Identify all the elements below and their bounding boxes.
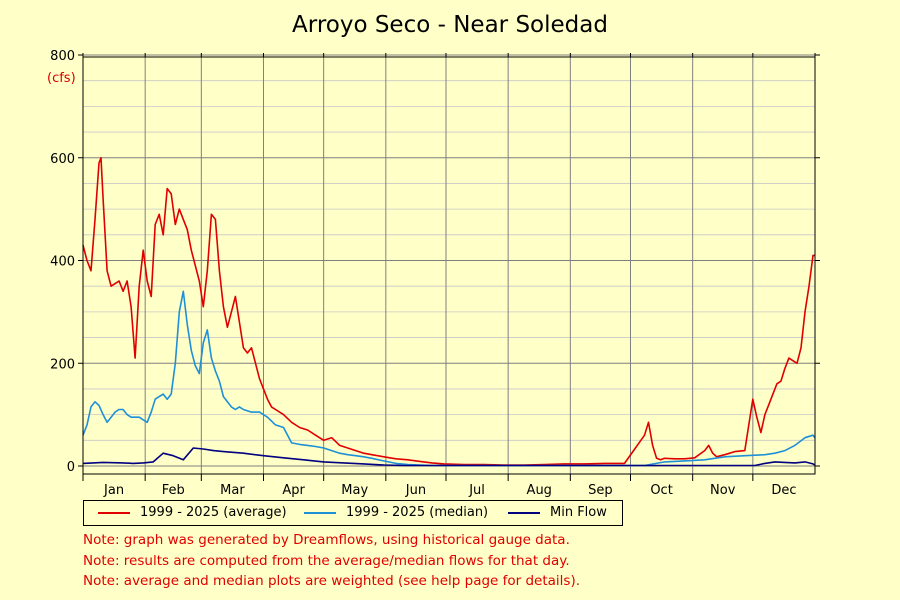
note-line: Note: average and median plots are weigh… bbox=[83, 573, 581, 589]
x-tick-label: Aug bbox=[527, 483, 552, 498]
y-tick-label: 0 bbox=[67, 460, 75, 475]
x-tick-label: May bbox=[341, 483, 368, 498]
notes: Note: graph was generated by Dreamflows,… bbox=[83, 530, 580, 592]
axis-layer: 0 200 400 600 800 Jan Feb Mar Apr May Jun Jul Aug Sep… bbox=[50, 49, 820, 498]
legend-swatch-min bbox=[508, 511, 540, 514]
y-tick-label: 800 bbox=[50, 49, 75, 64]
note-line: Note: results are computed from the aver… bbox=[83, 552, 570, 569]
y-tick-label: 600 bbox=[50, 152, 75, 167]
legend-swatch-median bbox=[304, 511, 336, 514]
y-tick-label: 400 bbox=[50, 255, 75, 270]
x-tick-label: Jun bbox=[405, 483, 426, 498]
legend-item-median: 1999 - 2025 (median) bbox=[304, 505, 488, 520]
x-tick-label: Oct bbox=[650, 483, 672, 498]
legend-label-min: Min Flow bbox=[550, 505, 607, 520]
series-line-average bbox=[82, 157, 815, 466]
note-line: Note: graph was generated by Dreamflows,… bbox=[83, 532, 570, 548]
x-tick-label: Jul bbox=[468, 483, 485, 498]
x-tick-label: Apr bbox=[282, 483, 305, 498]
y-axis-unit: (cfs) bbox=[47, 71, 76, 86]
legend-item-average: 1999 - 2025 (average) bbox=[98, 505, 287, 520]
series-line-median bbox=[82, 290, 816, 467]
legend: 1999 - 2025 (average) 1999 - 2025 (media… bbox=[83, 500, 623, 526]
legend-swatch-average bbox=[98, 511, 130, 514]
legend-label-average: 1999 - 2025 (average) bbox=[140, 505, 287, 520]
series-layer bbox=[82, 157, 816, 467]
plot-frame bbox=[82, 56, 816, 475]
flow-chart: 0 200 400 600 800 Jan Feb Mar Apr May Jun Jul Aug Sep… bbox=[47, 49, 820, 498]
x-tick-label: Feb bbox=[162, 483, 185, 498]
x-tick-label: Mar bbox=[220, 483, 245, 498]
legend-label-median: 1999 - 2025 (median) bbox=[346, 505, 489, 520]
legend-item-min: Min Flow bbox=[508, 505, 607, 520]
x-tick-label: Dec bbox=[771, 483, 796, 498]
x-tick-label: Sep bbox=[588, 483, 613, 498]
x-tick-label: Jan bbox=[103, 483, 124, 498]
chart-title: Arroyo Seco - Near Soledad bbox=[292, 12, 608, 38]
y-tick-label: 200 bbox=[50, 357, 75, 372]
grid bbox=[83, 54, 815, 474]
x-tick-label: Nov bbox=[710, 483, 736, 498]
series-line-min-flow bbox=[82, 447, 816, 467]
